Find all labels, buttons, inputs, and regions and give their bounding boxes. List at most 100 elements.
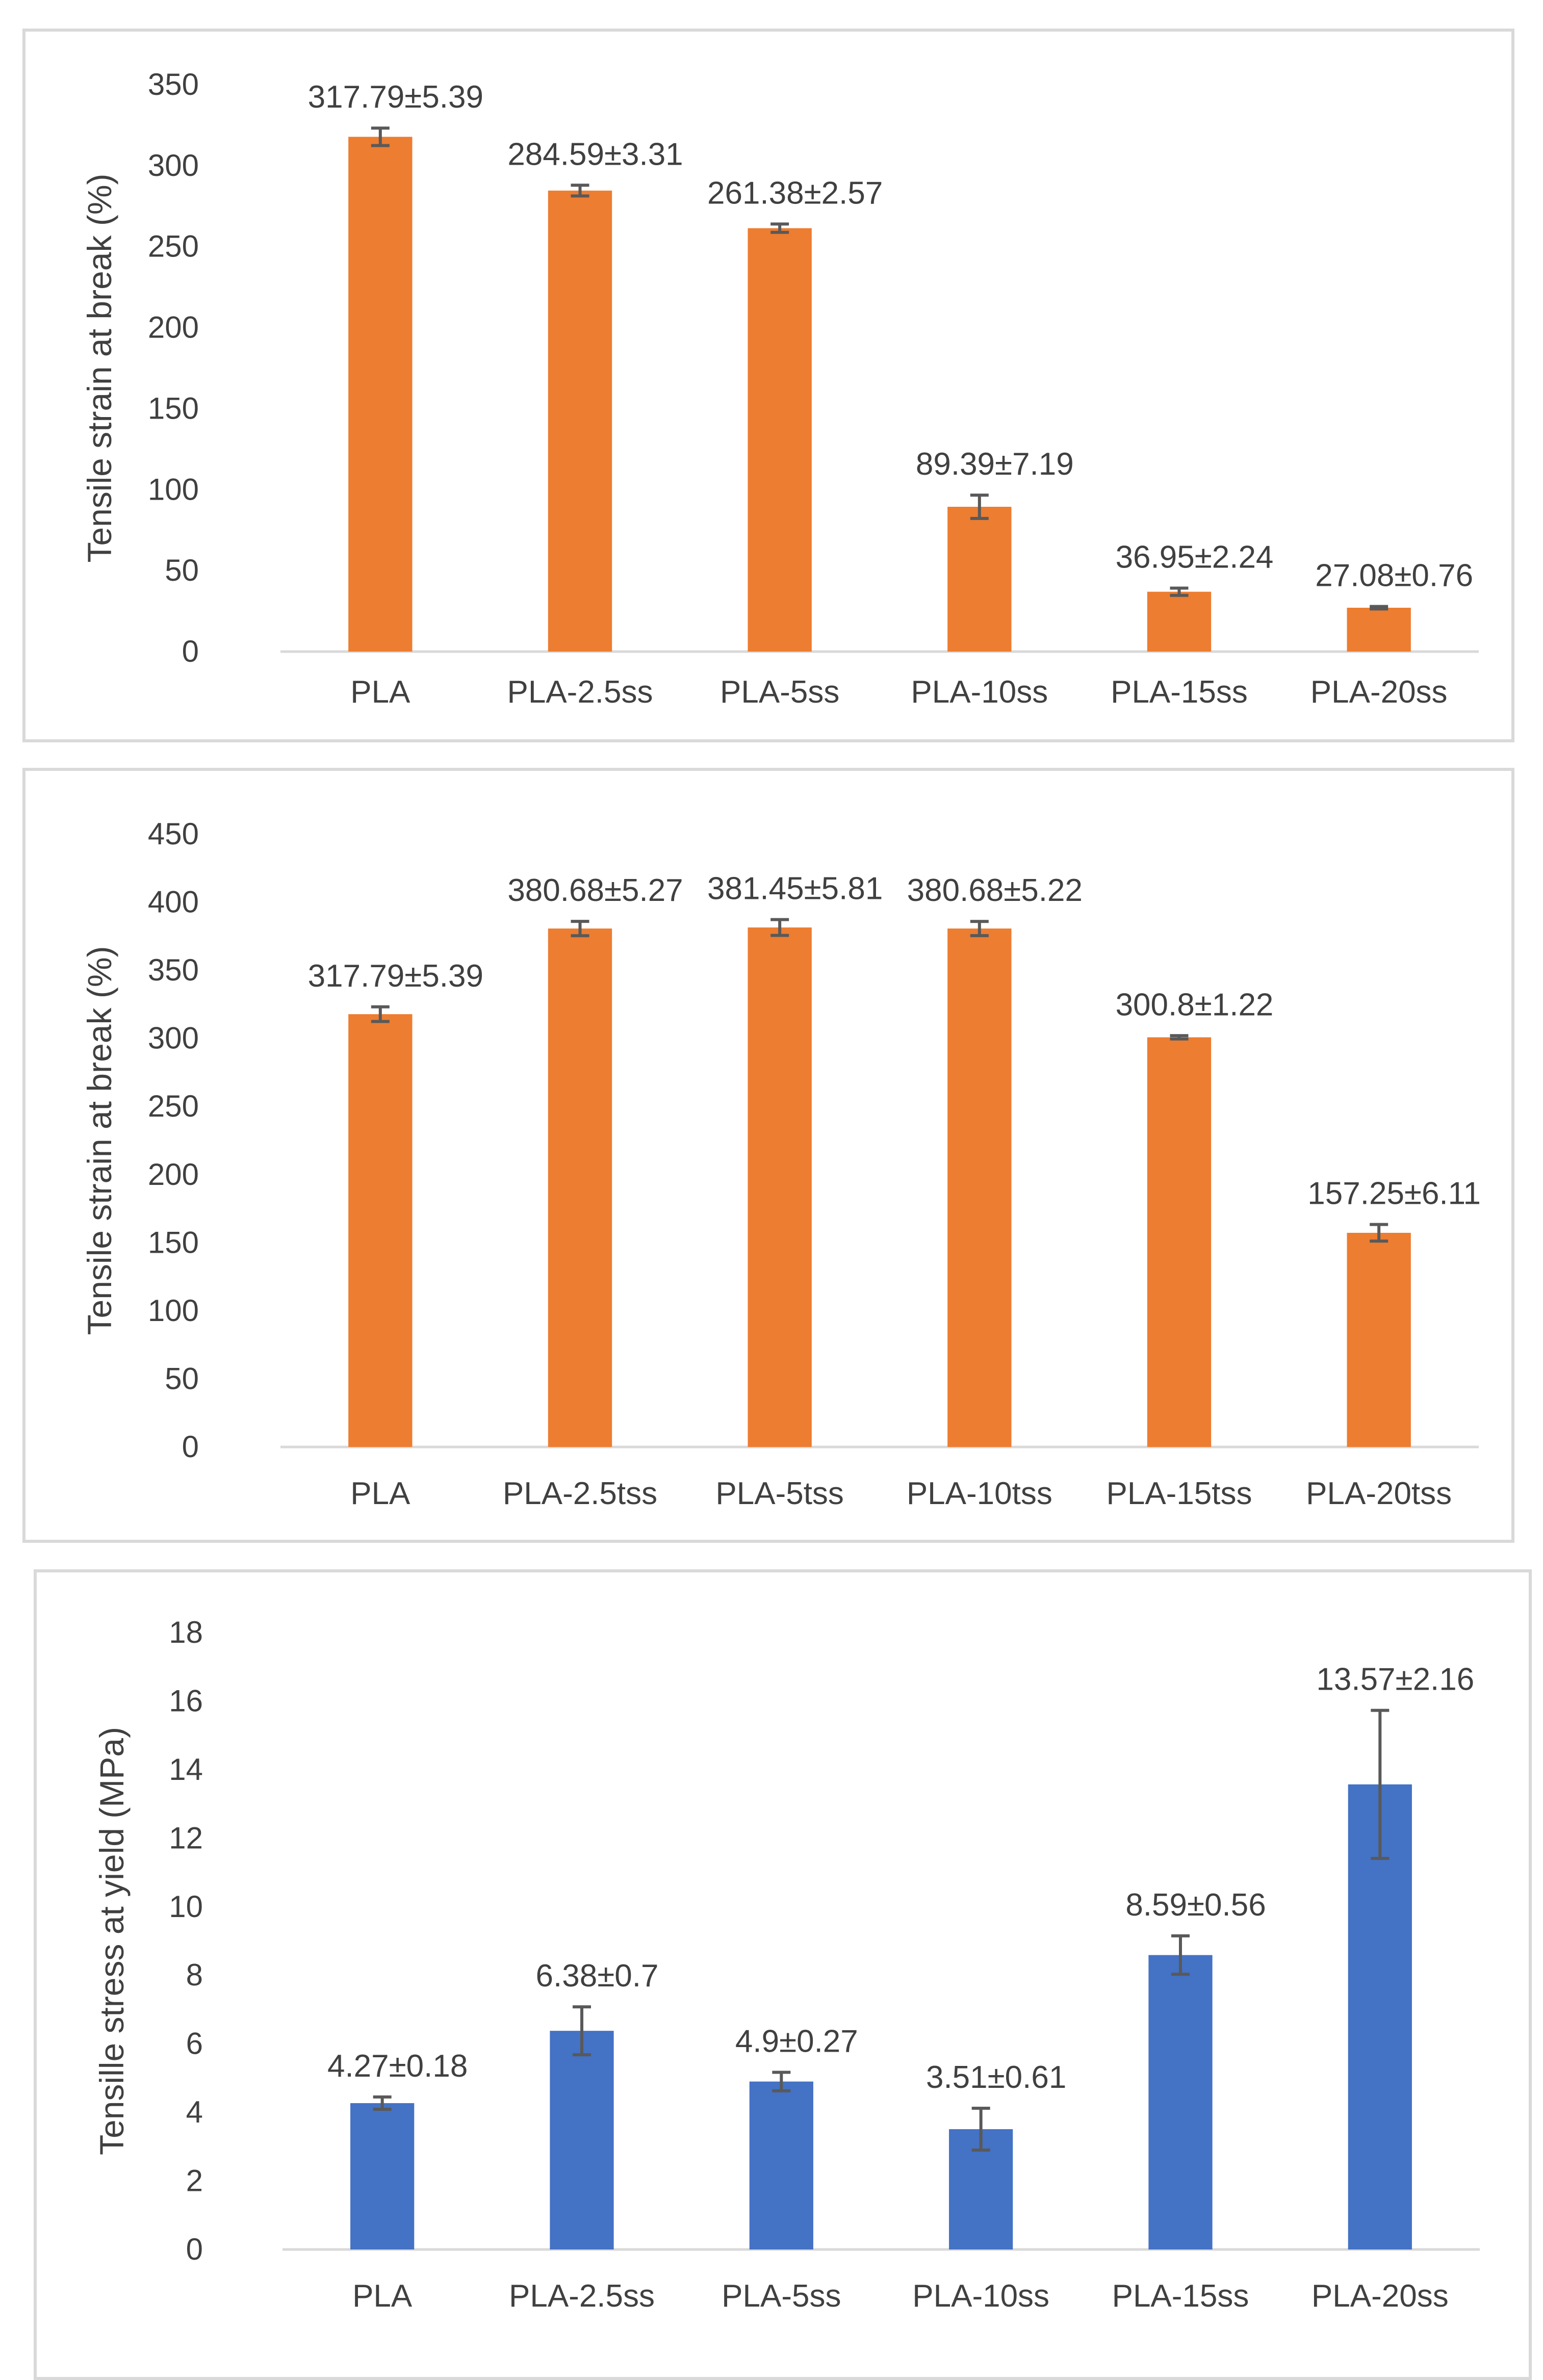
x-tick-label: PLA-20tss [1306,1476,1452,1511]
bar [548,928,612,1447]
bar [748,927,812,1447]
bar [1347,1232,1411,1447]
error-bar [571,184,589,198]
bar [947,506,1012,652]
y-tick-label: 300 [148,148,199,183]
y-tick-label: 50 [165,553,199,587]
y-tick-label: 150 [148,391,199,425]
y-tick-label: 250 [148,1089,199,1123]
error-bar [772,2071,791,2092]
y-tick-label: 350 [148,67,199,101]
data-label: 380.68±5.22 [907,873,1083,908]
y-tick-label: 50 [165,1361,199,1395]
bar [548,190,612,652]
bar [947,928,1012,1447]
x-tick-label: PLA-2.5ss [507,675,653,710]
x-tick-label: PLA-5ss [722,2279,841,2314]
x-tick-label: PLA [350,675,410,710]
x-tick-label: PLA-10ss [912,2279,1049,2314]
x-tick-label: PLA-20ss [1310,675,1448,710]
data-label: 4.27±0.18 [327,2049,468,2084]
error-bar [970,920,989,938]
data-label: 27.08±0.76 [1315,558,1473,593]
y-axis-title: Tensile strain at break (%) [81,174,118,563]
x-tick-label: PLA-5ss [720,675,839,710]
data-label: 3.51±0.61 [926,2060,1066,2095]
x-tick-label: PLA-10ss [911,675,1048,710]
bar [748,228,812,652]
y-tick-label: 14 [169,1752,203,1787]
error-bar [573,2005,591,2057]
chart-svg: 0 50 100 150 200 250 300 350 Tensile strain at b… [81,67,1479,710]
data-label: 300.8±1.22 [1116,987,1274,1022]
y-tick-label: 18 [169,1615,203,1649]
data-label: 6.38±0.7 [536,1958,659,1994]
bar [350,2103,415,2249]
y-tick-label: 300 [148,1021,199,1055]
y-tick-label: 8 [186,1958,203,1992]
bar [1347,607,1411,652]
x-tick-label: PLA-15tss [1106,1476,1252,1511]
data-label: 317.79±5.39 [308,80,483,115]
data-label: 317.79±5.39 [308,959,483,994]
y-tick-label: 250 [148,229,199,264]
bar [1147,591,1212,652]
error-bar [1171,1934,1190,1976]
x-tick-label: PLA-15ss [1111,675,1248,710]
y-axis-title: Tensile strain at break (%) [81,946,118,1335]
error-bar [770,222,789,234]
bar [1348,1784,1412,2249]
x-tick-label: PLA-5tss [715,1476,844,1511]
data-label: 157.25±6.11 [1307,1176,1481,1211]
data-label: 284.59±3.31 [507,137,683,172]
y-tick-label: 6 [186,2027,203,2061]
x-tick-label: PLA-10tss [907,1476,1052,1511]
bar [749,2081,813,2249]
chart-panel-strain-tss: 0 50 100 150 200 250 300 350 400 450 Tensile strai… [22,768,1514,1543]
error-bar [371,126,390,147]
error-bar [373,2095,392,2111]
error-bar [1371,1709,1390,1860]
data-label: 36.95±2.24 [1116,539,1274,575]
error-bar [970,494,989,520]
chart-panel-stress-yield: 0 2 4 6 8 10 12 14 16 18 Tensille stress at yield … [34,1569,1532,2380]
x-tick-label: PLA-20ss [1311,2279,1449,2314]
y-tick-label: 100 [148,472,199,506]
y-tick-label: 200 [148,311,199,345]
y-tick-label: 450 [148,817,199,851]
error-bar [1370,605,1388,611]
y-tick-label: 200 [148,1157,199,1192]
y-tick-label: 16 [169,1684,203,1718]
error-bar [770,918,789,937]
data-label: 13.57±2.16 [1316,1662,1474,1697]
y-tick-label: 2 [186,2164,203,2198]
bar [550,2031,614,2249]
y-tick-label: 0 [182,634,199,668]
chart-panel-strain-ss: 0 50 100 150 200 250 300 350 Tensile strain at b… [22,29,1514,742]
error-bar [371,1005,390,1023]
y-tick-label: 350 [148,953,199,987]
x-tick-label: PLA-15ss [1112,2279,1249,2314]
data-label: 4.9±0.27 [735,2024,858,2059]
data-label: 380.68±5.27 [507,873,683,908]
y-tick-label: 400 [148,885,199,919]
y-tick-label: 150 [148,1225,199,1259]
error-bar [571,920,589,938]
data-label: 381.45±5.81 [707,871,883,907]
x-tick-label: PLA [350,1476,410,1511]
bar [348,137,413,652]
bar [1147,1037,1212,1447]
bar [348,1014,413,1447]
x-tick-label: PLA-2.5tss [503,1476,657,1511]
x-tick-label: PLA-2.5ss [509,2279,655,2314]
y-tick-label: 0 [182,1430,199,1464]
y-tick-label: 0 [186,2232,203,2266]
y-tick-label: 4 [186,2095,203,2129]
y-axis-title: Tensille stress at yield (MPa) [93,1727,131,2155]
error-bar [1370,1223,1388,1243]
error-bar [1170,586,1189,597]
bar [1148,1955,1213,2249]
y-tick-label: 12 [169,1821,203,1855]
chart-svg: 0 2 4 6 8 10 12 14 16 18 Tensille stress at yield … [93,1615,1480,2314]
y-tick-label: 10 [169,1890,203,1924]
